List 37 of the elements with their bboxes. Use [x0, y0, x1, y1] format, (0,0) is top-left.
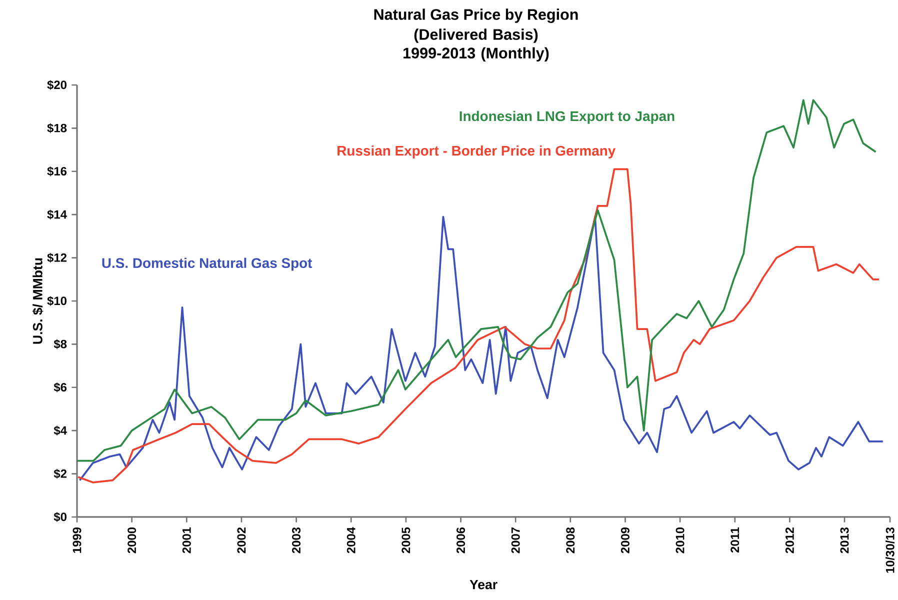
x-axis-title: Year: [470, 580, 498, 590]
x-tick-label: 2007: [511, 528, 520, 554]
series-label: Russian Export - Border Price in Germany: [338, 145, 616, 158]
x-tick-label: 2010: [676, 528, 684, 554]
chart-subtitle: (Delivered Basis) 1999-2013 (Monthly): [404, 28, 549, 62]
x-tick-label: 2008: [566, 527, 575, 554]
y-tick-label: $16: [47, 166, 67, 176]
text: Indonesian LNG Export to Japan: [460, 110, 674, 124]
y-tick-label: $14: [47, 210, 67, 220]
x-tick-label: 2000: [128, 528, 136, 554]
chart-title: Natural Gas Price by Region: [374, 8, 578, 23]
y-tick-label: $8: [54, 339, 67, 350]
x-tick-label: 2004: [346, 527, 356, 554]
x-tick-label: 2003: [292, 527, 301, 554]
x-tick-label: 1999: [72, 527, 82, 553]
x-tick-label: 2001: [182, 527, 191, 554]
y-tick-label: $0: [54, 512, 67, 522]
line-series: [76, 99, 877, 462]
y-tick-label: $10: [47, 296, 66, 306]
line-series: [77, 168, 880, 484]
line-series: [78, 216, 884, 482]
x-tick-label: 2012: [785, 528, 794, 554]
text: U.S. Domestic Natural Gas Spot: [102, 258, 312, 271]
y-tick-label: $6: [54, 382, 67, 392]
x-tick-label: 2002: [237, 528, 246, 554]
x-tick-label: 2009: [620, 527, 630, 554]
y-tick-label: $2: [54, 468, 67, 479]
x-tick-label: 10/30/13: [886, 527, 894, 573]
x-tick-label: 2013: [840, 527, 849, 554]
y-tick-label: $18: [47, 123, 67, 134]
y-tick-label: $4: [54, 426, 67, 436]
y-tick-label: $12: [47, 252, 66, 263]
x-tick-label: 2006: [456, 527, 465, 554]
y-tick-label: $20: [47, 80, 66, 90]
y-axis-title: U.S. $/ MMbtu: [32, 258, 44, 344]
x-tick-label: 2011: [730, 527, 740, 553]
x-tick-label: 2005: [402, 527, 410, 554]
